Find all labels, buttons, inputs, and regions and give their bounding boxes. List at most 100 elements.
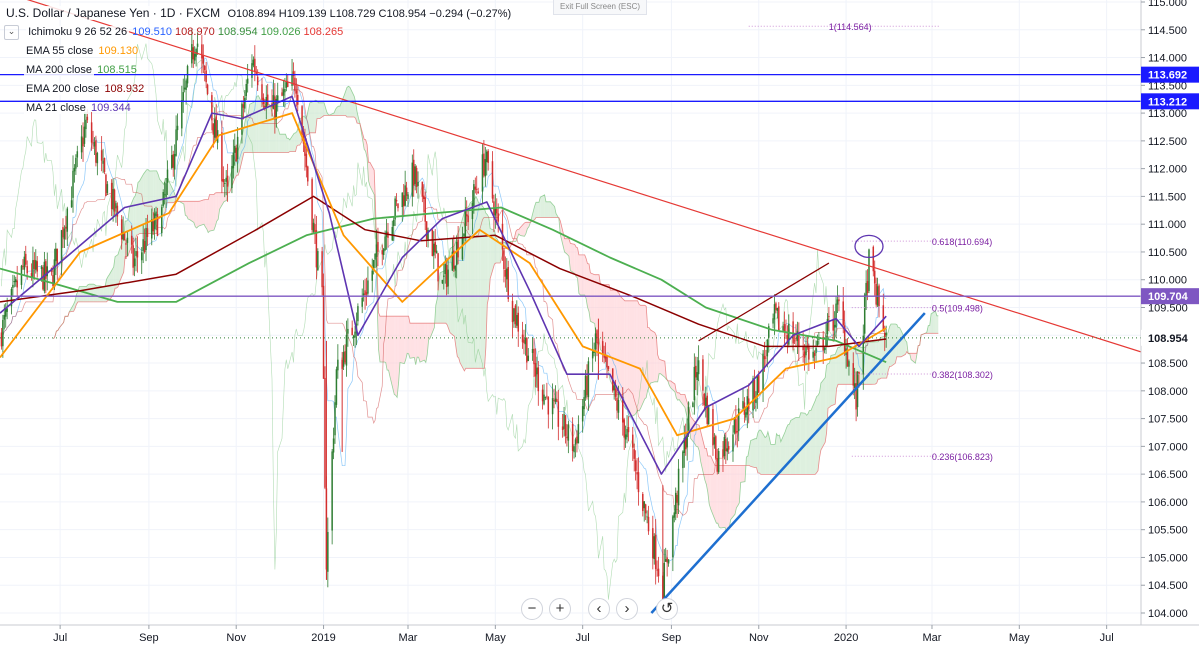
cloud-segment [849,346,851,385]
cloud-segment [870,341,876,385]
candle-body [758,375,760,393]
candle-body [221,132,223,182]
candle-body [657,568,660,577]
cloud-segment [620,296,625,408]
indicator-ma21[interactable]: MA 21 close 109.344 [4,99,513,118]
cloud-segment [458,226,461,363]
cloud-segment [928,325,930,334]
candle-body [677,468,680,506]
candle-body [507,267,509,300]
candle-body [636,472,638,475]
candle-body [526,337,528,363]
cloud-segment [787,424,790,475]
candle-body [607,366,610,370]
scroll-back-button[interactable]: ‹ [588,598,610,620]
candle-body [533,348,535,365]
candle-body [583,397,585,410]
cloud-segment [627,300,630,417]
candle-body [14,279,17,283]
reset-chart-button[interactable]: ↺ [656,598,678,620]
candle-body [511,300,514,323]
cloud-segment [808,410,810,475]
cloud-segment [116,254,118,289]
fib-level-label: 0.5(109.498) [932,304,983,314]
candle-body [53,259,56,287]
time-tick-label: Mar [923,632,942,644]
zoom-out-button[interactable]: − [521,598,543,620]
candle-body [6,308,8,312]
candle-body [457,239,459,258]
cloud-segment [820,377,826,450]
cloud-segment [809,410,811,475]
candle-body [345,334,348,366]
cloud-segment [537,202,539,218]
price-tick-label: 109.500 [1148,303,1188,315]
exit-fullscreen-button[interactable]: Exit Full Screen (ESC) [553,0,647,15]
cloud-segment [935,311,937,334]
candle-body [411,162,414,197]
candle-body [182,92,184,101]
zoom-in-button[interactable]: + [549,598,571,620]
cloud-segment [911,353,916,364]
candle-body [852,363,854,386]
indicator-name: EMA 200 close [24,83,102,95]
cloud-segment [189,201,194,223]
cloud-segment [115,255,117,289]
cloud-segment [896,324,899,357]
cloud-segment [567,238,569,257]
candle-body [816,340,819,346]
scroll-forward-button[interactable]: › [616,598,638,620]
cloud-segment [425,323,428,363]
chevron-down-icon[interactable]: ⌄ [4,24,19,40]
candle-body [484,159,487,177]
candle-body [868,249,870,291]
indicator-ema55[interactable]: EMA 55 close 109.130 [4,42,513,61]
indicator-name: MA 200 close [24,64,95,76]
cloud-segment [498,242,501,264]
cloud-segment [640,305,645,409]
cloud-segment [800,412,806,475]
candle-body [818,338,820,340]
time-tick-label: Mar [399,632,418,644]
candle-body [161,207,163,234]
candle-body [244,97,246,109]
candle-body [524,337,527,345]
cloud-segment [316,100,319,119]
indicator-ma200[interactable]: MA 200 close 108.515 [4,61,513,80]
candle-body [365,292,368,295]
cloud-segment [460,212,465,371]
candle-body [206,84,209,95]
candle-body [444,264,446,275]
candle-body [875,283,877,305]
cloud-segment [294,132,296,152]
candle-body [574,439,577,445]
candle-body [566,436,568,439]
price-tick-label: 106.500 [1148,469,1188,481]
ma200-line [0,206,887,364]
cloud-segment [767,431,770,475]
candle-body [394,198,396,220]
cloud-segment [710,455,715,520]
cloud-segment [344,91,346,116]
candle-body [543,394,545,405]
ichimoku-lagging [1,43,835,600]
candle-body [282,89,285,96]
trendline-channel [698,262,830,342]
candle-body [407,194,409,200]
candle-body [474,186,477,190]
candle-body [357,306,359,322]
indicator-ema200[interactable]: EMA 200 close 108.932 [4,80,513,99]
candle-body [606,356,608,368]
candle-body [642,493,644,512]
candle-body [352,335,355,338]
candle-body [156,213,159,236]
cloud-segment [339,95,345,116]
time-tick-label: Nov [749,632,769,644]
candle-body [22,265,24,267]
candle-body [855,383,857,410]
candle-body [576,436,578,444]
indicator-ichimoku[interactable]: ⌄ Ichimoku 9 26 52 26 109.510 108.970 10… [4,23,513,42]
candle-body [742,401,744,409]
cloud-segment [215,192,217,227]
